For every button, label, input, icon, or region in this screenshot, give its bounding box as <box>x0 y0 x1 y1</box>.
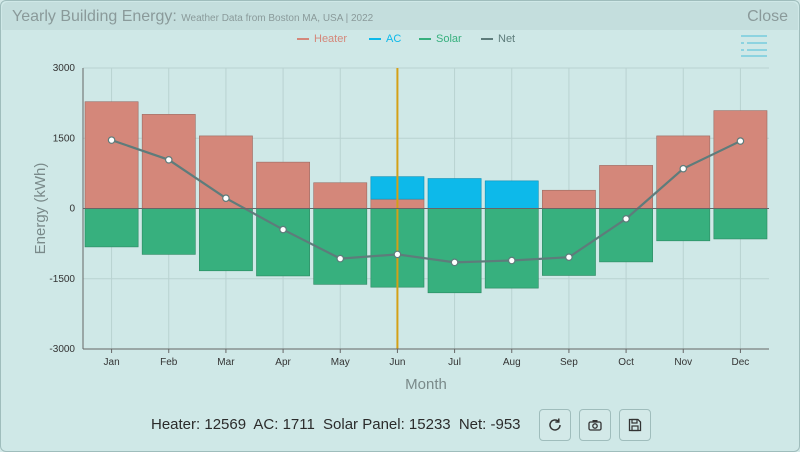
y-tick-label: -1500 <box>49 274 75 285</box>
title-text: Yearly Building Energy: <box>12 8 177 25</box>
save-icon <box>628 418 642 432</box>
net-point <box>450 258 459 267</box>
window-header: Yearly Building Energy: Weather Data fro… <box>2 2 798 30</box>
x-tick-label: Sep <box>560 357 578 368</box>
title-subtitle: Weather Data from Boston MA, USA | 2022 <box>181 13 374 24</box>
net-point <box>164 155 173 164</box>
hamburger-menu-icon[interactable] <box>741 35 767 57</box>
heater-bar <box>542 189 596 209</box>
x-tick-label: Oct <box>618 357 634 368</box>
heater-bar <box>256 161 310 209</box>
x-axis-title: Month <box>405 376 447 393</box>
camera-icon <box>588 420 602 431</box>
y-tick-label: -3000 <box>49 344 75 355</box>
net-point <box>107 136 116 144</box>
legend-label: AC <box>386 33 401 45</box>
refresh-icon <box>549 418 561 431</box>
solar-bar <box>199 208 253 272</box>
ac-bar <box>484 180 539 209</box>
solar-bar <box>656 208 711 242</box>
y-tick-label: 3000 <box>53 63 76 74</box>
solar-bar <box>84 208 139 248</box>
net-point <box>336 254 345 263</box>
net-point <box>736 137 745 145</box>
x-tick-label: Jun <box>389 357 405 368</box>
x-tick-label: Aug <box>503 357 521 368</box>
heater-bar <box>313 182 368 209</box>
x-tick-label: Feb <box>160 357 178 368</box>
net-line <box>111 139 741 264</box>
energy-summary: Heater: 12569 AC: 1711 Solar Panel: 1523… <box>151 416 525 433</box>
solar-bar <box>542 208 596 276</box>
net-point <box>222 194 230 202</box>
y-tick-label: 1500 <box>53 133 76 144</box>
refresh-button[interactable] <box>539 409 571 441</box>
energy-chart: 3000 1500 0 -1500 -3000 Jan Feb Mar Apr May Jun Jul… <box>32 33 769 393</box>
x-tick-label: Jan <box>104 357 120 368</box>
screenshot-button[interactable] <box>579 409 611 441</box>
heater-bar <box>84 101 139 209</box>
y-axis-title: Energy (kWh) <box>32 163 49 255</box>
solar-bar <box>141 208 196 255</box>
close-button[interactable]: Close <box>747 8 788 25</box>
net-total: Net: -953 <box>458 416 521 433</box>
summary-bar: Heater: 12569 AC: 1711 Solar Panel: 1523… <box>1 409 800 441</box>
net-point <box>279 225 287 234</box>
solar-bar <box>713 208 768 240</box>
ac-bar <box>427 178 482 209</box>
x-tick-label: Dec <box>732 357 750 368</box>
solar-total: Solar Panel: 15233 <box>323 416 451 433</box>
net-point <box>679 164 688 173</box>
heater-bar <box>599 165 653 209</box>
x-tick-label: Nov <box>674 357 692 368</box>
window-title: Yearly Building Energy: Weather Data fro… <box>12 8 373 26</box>
solar-bar <box>427 208 482 294</box>
heater-total: Heater: 12569 <box>151 416 247 433</box>
legend-label: Solar <box>436 33 462 45</box>
net-point <box>393 250 402 259</box>
net-point <box>565 253 573 262</box>
ac-total: AC: 1711 <box>253 416 315 433</box>
heater-bar <box>713 110 768 209</box>
solar-bar <box>313 208 368 285</box>
save-button[interactable] <box>619 409 651 441</box>
net-point <box>622 215 630 223</box>
legend-label: Net <box>498 33 515 45</box>
solar-bar <box>484 208 539 289</box>
x-tick-label: May <box>331 357 350 368</box>
x-tick-label: Jul <box>448 357 461 368</box>
y-tick-label: 0 <box>69 204 75 215</box>
legend-label: Heater <box>314 33 347 45</box>
x-tick-label: Apr <box>275 357 291 368</box>
x-tick-label: Mar <box>217 357 235 368</box>
net-point <box>507 256 516 265</box>
